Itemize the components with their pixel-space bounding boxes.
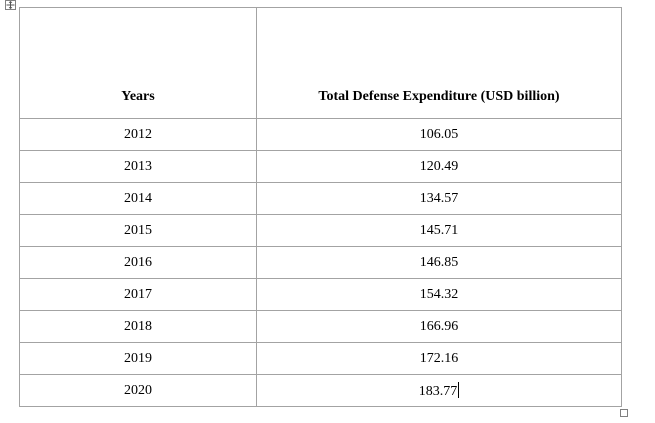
header-cell-expenditure[interactable]: Total Defense Expenditure (USD billion) [256, 7, 622, 119]
table-row: 2020 183.77 [19, 374, 622, 407]
table-row: 2019 172.16 [19, 342, 622, 375]
expenditure-cell[interactable]: 134.57 [256, 182, 622, 215]
year-cell[interactable]: 2014 [19, 182, 257, 215]
table-row: 2014 134.57 [19, 182, 622, 215]
table-row: 2016 146.85 [19, 246, 622, 279]
text-cursor [458, 381, 460, 398]
expenditure-cell-active[interactable]: 183.77 [256, 374, 622, 407]
expenditure-value: 183.77 [418, 383, 458, 399]
header-years-label: Years [121, 89, 155, 104]
table-move-icon[interactable] [5, 0, 16, 10]
year-cell[interactable]: 2018 [19, 310, 257, 343]
year-cell[interactable]: 2016 [19, 246, 257, 279]
table-row: 2015 145.71 [19, 214, 622, 247]
header-expenditure-label: Total Defense Expenditure (USD billion) [318, 89, 560, 104]
expenditure-cell[interactable]: 154.32 [256, 278, 622, 311]
table-row: 2012 106.05 [19, 118, 622, 151]
table-resize-icon[interactable] [620, 409, 628, 417]
table-row: 2017 154.32 [19, 278, 622, 311]
expenditure-cell[interactable]: 166.96 [256, 310, 622, 343]
table-row: 2018 166.96 [19, 310, 622, 343]
expenditure-cell[interactable]: 106.05 [256, 118, 622, 151]
table-row: 2013 120.49 [19, 150, 622, 183]
year-cell[interactable]: 2013 [19, 150, 257, 183]
year-cell[interactable]: 2019 [19, 342, 257, 375]
year-cell[interactable]: 2015 [19, 214, 257, 247]
year-cell[interactable]: 2012 [19, 118, 257, 151]
expenditure-cell[interactable]: 172.16 [256, 342, 622, 375]
expenditure-cell[interactable]: 145.71 [256, 214, 622, 247]
header-cell-years[interactable]: Years [19, 7, 257, 119]
year-cell[interactable]: 2020 [19, 374, 257, 407]
year-cell[interactable]: 2017 [19, 278, 257, 311]
expenditure-cell[interactable]: 120.49 [256, 150, 622, 183]
defense-expenditure-table[interactable]: Years Total Defense Expenditure (USD bil… [19, 7, 622, 407]
header-row: Years Total Defense Expenditure (USD bil… [19, 7, 622, 119]
expenditure-cell[interactable]: 146.85 [256, 246, 622, 279]
